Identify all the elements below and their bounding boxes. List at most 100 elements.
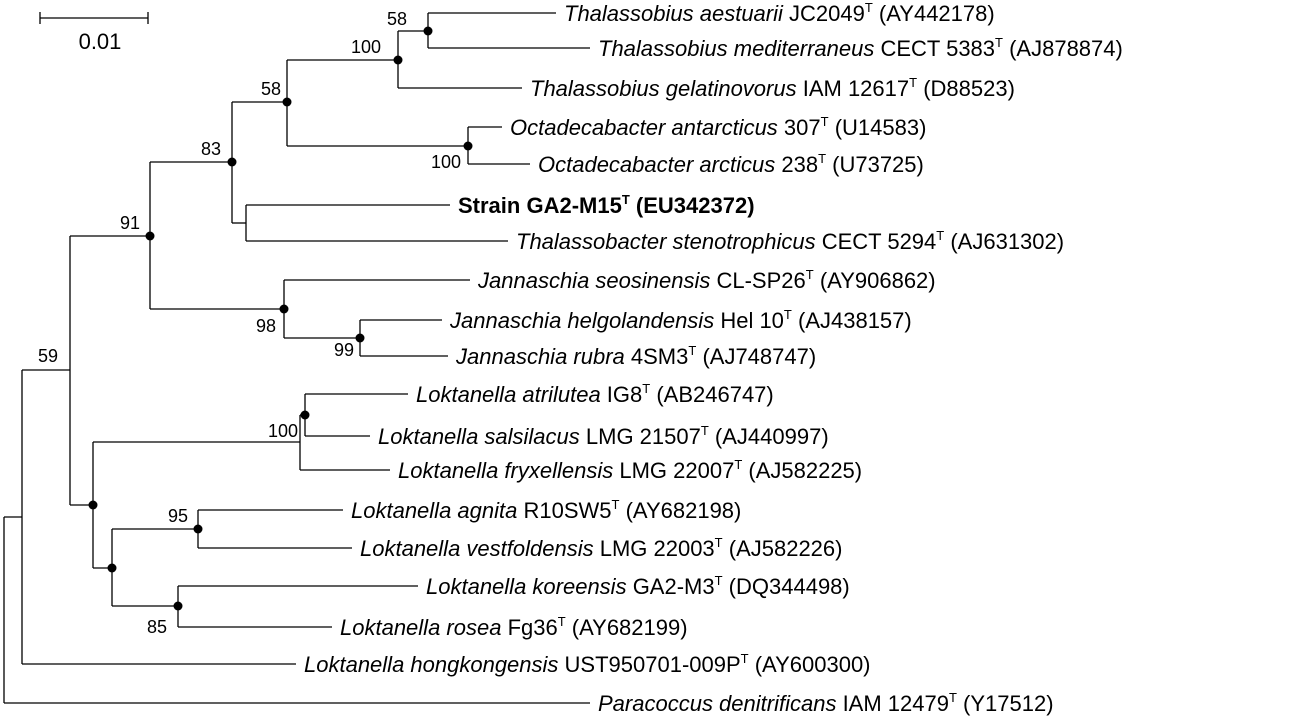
strain-designation: IG8 bbox=[601, 382, 643, 407]
scale-bar: 0.01 bbox=[39, 12, 149, 54]
taxon-name: Octadecabacter antarcticus bbox=[510, 115, 778, 140]
type-strain-superscript: T bbox=[936, 228, 944, 243]
taxon-label: Thalassobius gelatinovorus IAM 12617T (D… bbox=[530, 75, 1015, 101]
type-strain-superscript: T bbox=[558, 614, 566, 629]
accession-number: (AJ631302) bbox=[944, 229, 1064, 254]
accession-number: (AJ438157) bbox=[792, 308, 912, 333]
accession-number: (AY442178) bbox=[873, 1, 995, 26]
type-strain-superscript: T bbox=[909, 75, 917, 90]
taxon-label: Loktanella atrilutea IG8T (AB246747) bbox=[416, 381, 774, 407]
type-strain-superscript: T bbox=[995, 35, 1003, 50]
accession-number: (U14583) bbox=[829, 115, 927, 140]
strain-designation: IAM 12479 bbox=[836, 691, 949, 716]
scale-bar-label: 0.01 bbox=[79, 29, 122, 54]
taxon-label: Jannaschia helgolandensis Hel 10T (AJ438… bbox=[449, 307, 912, 333]
taxon-label: Jannaschia seosinensis CL-SP26T (AY90686… bbox=[477, 267, 936, 293]
taxon-label: Loktanella rosea Fg36T (AY682199) bbox=[340, 614, 688, 640]
node-dot bbox=[193, 524, 203, 534]
node-dot bbox=[227, 157, 237, 167]
type-strain-superscript: T bbox=[741, 651, 749, 666]
bootstrap-value: 59 bbox=[38, 346, 58, 366]
accession-number: (AY906862) bbox=[814, 268, 936, 293]
type-strain-superscript: T bbox=[612, 497, 620, 512]
taxon-label: Thalassobius aestuarii JC2049T (AY442178… bbox=[564, 0, 995, 26]
type-strain-superscript: T bbox=[701, 423, 709, 438]
node-dot bbox=[300, 410, 310, 420]
taxon-name: Loktanella vestfoldensis bbox=[360, 536, 594, 561]
taxon-name: Loktanella rosea bbox=[340, 615, 501, 640]
taxon-name: Loktanella fryxellensis bbox=[398, 458, 613, 483]
taxon-name: Loktanella salsilacus bbox=[378, 424, 580, 449]
taxon-name: Thalassobius mediterraneus bbox=[598, 36, 874, 61]
bootstrap-value: 99 bbox=[334, 340, 354, 360]
taxon-name: Loktanella koreensis bbox=[426, 574, 627, 599]
accession-number: (AJ748747) bbox=[696, 344, 816, 369]
accession-number: (AY682198) bbox=[619, 498, 741, 523]
taxon-name: Jannaschia helgolandensis bbox=[449, 308, 714, 333]
taxon-name: Loktanella atrilutea bbox=[416, 382, 601, 407]
node-dot bbox=[88, 500, 98, 510]
accession-number: (AJ582226) bbox=[723, 536, 843, 561]
strain-designation: CL-SP26 bbox=[710, 268, 805, 293]
type-strain-superscript: T bbox=[806, 267, 814, 282]
tree-nodes bbox=[88, 26, 473, 611]
accession-number: (EU342372) bbox=[630, 193, 755, 218]
taxon-name: Thalassobius gelatinovorus bbox=[530, 76, 797, 101]
strain-designation: 307 bbox=[778, 115, 821, 140]
bootstrap-value: 85 bbox=[147, 617, 167, 637]
strain-designation: CECT 5383 bbox=[874, 36, 995, 61]
strain-designation: LMG 22003 bbox=[594, 536, 715, 561]
accession-number: (AY682199) bbox=[566, 615, 688, 640]
type-strain-superscript: T bbox=[622, 192, 630, 207]
type-strain-superscript: T bbox=[715, 573, 723, 588]
bootstrap-value: 91 bbox=[120, 213, 140, 233]
taxon-label: Loktanella fryxellensis LMG 22007T (AJ58… bbox=[398, 457, 862, 483]
type-strain-superscript: T bbox=[949, 690, 957, 705]
taxon-name: Thalassobacter stenotrophicus bbox=[516, 229, 816, 254]
taxon-label: Paracoccus denitrificans IAM 12479T (Y17… bbox=[598, 690, 1054, 716]
taxon-name: Jannaschia seosinensis bbox=[477, 268, 710, 293]
strain-designation: 4SM3 bbox=[625, 344, 689, 369]
strain-designation: R10SW5 bbox=[517, 498, 611, 523]
type-strain-superscript: T bbox=[818, 151, 826, 166]
accession-number: (AJ582225) bbox=[742, 458, 862, 483]
type-strain-superscript: T bbox=[642, 381, 650, 396]
type-strain-superscript: T bbox=[688, 343, 696, 358]
taxon-label: Jannaschia rubra 4SM3T (AJ748747) bbox=[455, 343, 816, 369]
strain-designation: JC2049 bbox=[783, 1, 865, 26]
taxon-name: Octadecabacter arcticus bbox=[538, 152, 775, 177]
bootstrap-value: 100 bbox=[351, 37, 381, 57]
bootstrap-value: 100 bbox=[268, 421, 298, 441]
node-dot bbox=[279, 304, 289, 314]
node-dot bbox=[282, 97, 292, 107]
type-strain-superscript: T bbox=[821, 114, 829, 129]
strain-designation: CECT 5294 bbox=[816, 229, 937, 254]
taxon-name: Thalassobius aestuarii bbox=[564, 1, 784, 26]
strain-designation: 238 bbox=[775, 152, 818, 177]
type-strain-superscript: T bbox=[784, 307, 792, 322]
strain-designation: Hel 10 bbox=[714, 308, 784, 333]
taxon-name: Loktanella agnita bbox=[351, 498, 517, 523]
taxon-label: Loktanella vestfoldensis LMG 22003T (AJ5… bbox=[360, 535, 842, 561]
bootstrap-values: 58 100 58 100 83 91 98 99 100 95 85 59 bbox=[38, 9, 461, 637]
taxon-label: Thalassobius mediterraneus CECT 5383T (A… bbox=[598, 35, 1123, 61]
strain-designation: UST950701-009P bbox=[558, 652, 740, 677]
taxon-label: Thalassobacter stenotrophicus CECT 5294T… bbox=[516, 228, 1064, 254]
bootstrap-value: 83 bbox=[201, 139, 221, 159]
taxon-name: Strain GA2-M15 bbox=[458, 193, 622, 218]
accession-number: (U73725) bbox=[826, 152, 924, 177]
strain-designation: Fg36 bbox=[501, 615, 557, 640]
node-dot bbox=[107, 563, 117, 573]
node-dot bbox=[393, 55, 403, 65]
taxon-label: Loktanella agnita R10SW5T (AY682198) bbox=[351, 497, 741, 523]
accession-number: (DQ344498) bbox=[723, 574, 850, 599]
strain-designation: IAM 12617 bbox=[797, 76, 910, 101]
node-dot bbox=[423, 26, 433, 36]
node-dot bbox=[145, 231, 155, 241]
accession-number: (AY600300) bbox=[749, 652, 871, 677]
taxon-labels: Thalassobius aestuarii JC2049 T (AY442178… bbox=[304, 0, 1123, 716]
node-dot bbox=[173, 601, 183, 611]
bootstrap-value: 100 bbox=[431, 152, 461, 172]
taxon-name: Paracoccus denitrificans bbox=[598, 691, 836, 716]
